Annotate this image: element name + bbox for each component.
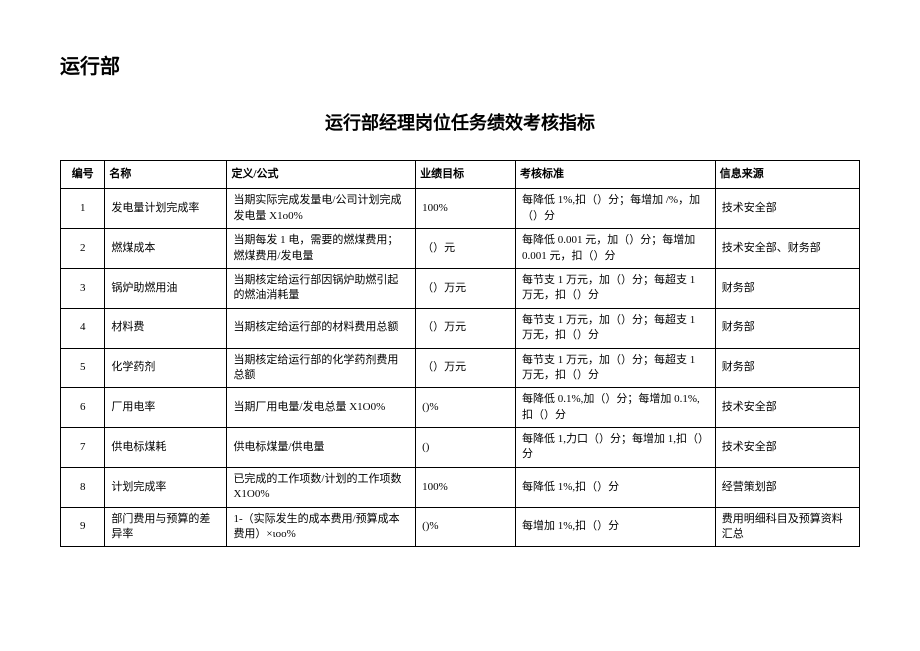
sub-title: 运行部经理岗位任务绩效考核指标 <box>60 109 860 135</box>
cell-source: 财务部 <box>715 348 859 388</box>
cell-standard: 每降低 0.001 元，加（）分；每增加 0.001 元，扣（）分 <box>515 229 715 269</box>
cell-num: 3 <box>61 268 105 308</box>
col-header-source: 信息来源 <box>715 161 859 189</box>
cell-source: 技术安全部 <box>715 388 859 428</box>
cell-formula: 已完成的工作项数/计划的工作项数 X1O0% <box>227 467 416 507</box>
cell-source: 费用明细科目及预算资料汇总 <box>715 507 859 547</box>
cell-name: 化学药剂 <box>105 348 227 388</box>
cell-standard: 每节支 1 万元，加（）分；每超支 1 万无，扣（）分 <box>515 268 715 308</box>
cell-formula: 供电标煤量/供电量 <box>227 428 416 468</box>
table-row: 9部门费用与预算的差异率1-（实际发生的成本费用/预算成本费用）×ιoo%()%… <box>61 507 860 547</box>
cell-target: （）万元 <box>416 308 516 348</box>
kpi-table: 编号 名称 定义/公式 业绩目标 考核标准 信息来源 1发电量计划完成率当期实际… <box>60 160 860 547</box>
table-row: 7供电标煤耗供电标煤量/供电量()每降低 1,力口（）分；每增加 1,扣（）分技… <box>61 428 860 468</box>
dept-title: 运行部 <box>60 50 860 79</box>
cell-num: 8 <box>61 467 105 507</box>
cell-formula: 1-（实际发生的成本费用/预算成本费用）×ιoo% <box>227 507 416 547</box>
col-header-num: 编号 <box>61 161 105 189</box>
cell-target: 100% <box>416 467 516 507</box>
table-row: 3锅炉助燃用油当期核定给运行部因锅炉助燃引起的燃油消耗量（）万元每节支 1 万元… <box>61 268 860 308</box>
cell-name: 材料费 <box>105 308 227 348</box>
cell-name: 锅炉助燃用油 <box>105 268 227 308</box>
cell-source: 技术安全部 <box>715 189 859 229</box>
col-header-target: 业绩目标 <box>416 161 516 189</box>
cell-num: 4 <box>61 308 105 348</box>
cell-standard: 每降低 1,力口（）分；每增加 1,扣（）分 <box>515 428 715 468</box>
cell-formula: 当期核定给运行部的化学药剂费用总额 <box>227 348 416 388</box>
col-header-standard: 考核标准 <box>515 161 715 189</box>
cell-num: 1 <box>61 189 105 229</box>
cell-target: （）万元 <box>416 348 516 388</box>
cell-standard: 每增加 1%,扣（）分 <box>515 507 715 547</box>
table-row: 5化学药剂当期核定给运行部的化学药剂费用总额（）万元每节支 1 万元，加（）分；… <box>61 348 860 388</box>
cell-num: 9 <box>61 507 105 547</box>
cell-standard: 每节支 1 万元，加（）分；每超支 1 万无，扣（）分 <box>515 308 715 348</box>
table-body: 1发电量计划完成率当期实际完成发量电/公司计划完成发电量 X1o0%100%每降… <box>61 189 860 547</box>
table-header-row: 编号 名称 定义/公式 业绩目标 考核标准 信息来源 <box>61 161 860 189</box>
table-row: 8计划完成率已完成的工作项数/计划的工作项数 X1O0%100%每降低 1%,扣… <box>61 467 860 507</box>
cell-standard: 每降低 0.1%,加（）分；每增加 0.1%,扣（）分 <box>515 388 715 428</box>
cell-name: 发电量计划完成率 <box>105 189 227 229</box>
table-row: 1发电量计划完成率当期实际完成发量电/公司计划完成发电量 X1o0%100%每降… <box>61 189 860 229</box>
cell-name: 厂用电率 <box>105 388 227 428</box>
cell-source: 财务部 <box>715 268 859 308</box>
cell-target: ()% <box>416 507 516 547</box>
col-header-name: 名称 <box>105 161 227 189</box>
cell-num: 5 <box>61 348 105 388</box>
cell-formula: 当期核定给运行部因锅炉助燃引起的燃油消耗量 <box>227 268 416 308</box>
cell-standard: 每降低 1%,扣（）分；每增加 /%，加（）分 <box>515 189 715 229</box>
cell-num: 6 <box>61 388 105 428</box>
cell-target: 100% <box>416 189 516 229</box>
cell-standard: 每节支 1 万元，加（）分；每超支 1 万无，扣（）分 <box>515 348 715 388</box>
cell-target: () <box>416 428 516 468</box>
cell-source: 技术安全部、财务部 <box>715 229 859 269</box>
cell-num: 7 <box>61 428 105 468</box>
cell-standard: 每降低 1%,扣（）分 <box>515 467 715 507</box>
cell-name: 部门费用与预算的差异率 <box>105 507 227 547</box>
cell-formula: 当期厂用电量/发电总量 X1O0% <box>227 388 416 428</box>
cell-source: 财务部 <box>715 308 859 348</box>
table-row: 6厂用电率当期厂用电量/发电总量 X1O0%()%每降低 0.1%,加（）分；每… <box>61 388 860 428</box>
cell-formula: 当期核定给运行部的材料费用总额 <box>227 308 416 348</box>
cell-source: 技术安全部 <box>715 428 859 468</box>
cell-formula: 当期每发 1 电，需要的燃煤费用；燃煤费用/发电量 <box>227 229 416 269</box>
cell-name: 供电标煤耗 <box>105 428 227 468</box>
cell-formula: 当期实际完成发量电/公司计划完成发电量 X1o0% <box>227 189 416 229</box>
cell-name: 燃煤成本 <box>105 229 227 269</box>
cell-num: 2 <box>61 229 105 269</box>
table-row: 2燃煤成本当期每发 1 电，需要的燃煤费用；燃煤费用/发电量（）元每降低 0.0… <box>61 229 860 269</box>
cell-target: （）万元 <box>416 268 516 308</box>
table-row: 4材料费当期核定给运行部的材料费用总额（）万元每节支 1 万元，加（）分；每超支… <box>61 308 860 348</box>
cell-source: 经营策划部 <box>715 467 859 507</box>
cell-target: ()% <box>416 388 516 428</box>
cell-target: （）元 <box>416 229 516 269</box>
col-header-formula: 定义/公式 <box>227 161 416 189</box>
cell-name: 计划完成率 <box>105 467 227 507</box>
